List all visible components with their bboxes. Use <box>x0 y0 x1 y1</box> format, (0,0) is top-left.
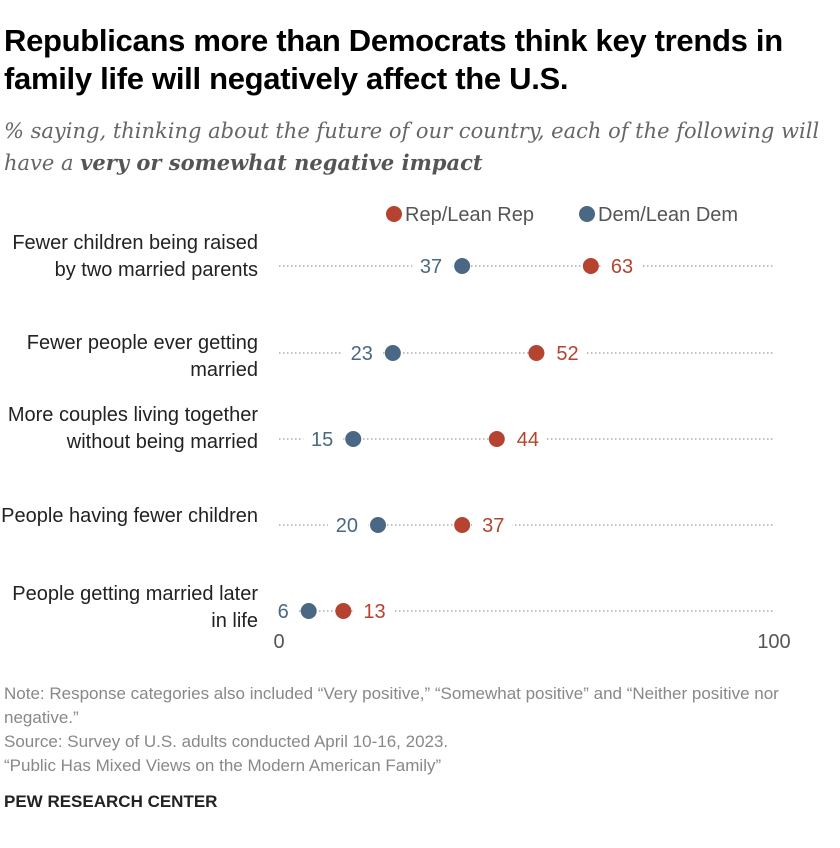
label-gap <box>472 515 513 535</box>
label-gap <box>600 256 641 276</box>
data-point <box>488 431 505 447</box>
label-gap <box>506 429 547 449</box>
data-point <box>300 603 317 619</box>
dot-plot: Rep/Lean Rep Dem/Lean Dem 37 63 23 52 15 44 20 37… <box>269 204 791 653</box>
data-point <box>345 431 362 447</box>
data-label: 13 <box>363 601 385 623</box>
legend-marker <box>386 206 402 222</box>
x-tick-label: 100 <box>757 631 790 653</box>
label-gap <box>328 515 368 535</box>
data-label: 44 <box>517 429 539 451</box>
row-label: People having fewer children <box>1 505 258 527</box>
data-label: 15 <box>311 429 333 451</box>
data-point <box>384 345 401 361</box>
data-label: 63 <box>611 256 633 278</box>
data-label: 6 <box>278 601 289 623</box>
source: Source: Survey of U.S. adults conducted … <box>4 732 449 751</box>
legend-label: Dem/Lean Dem <box>598 204 738 226</box>
data-point <box>370 517 386 533</box>
chart-title: Republicans more than Democrats think ke… <box>4 23 783 96</box>
legend-label: Rep/Lean Rep <box>405 204 534 226</box>
row-label: People getting married later in life <box>12 583 258 632</box>
label-gap <box>353 601 394 621</box>
data-label: 23 <box>351 343 373 365</box>
data-point <box>582 258 599 274</box>
data-point <box>454 258 471 274</box>
brand-logo: PEW RESEARCH CENTER <box>4 792 218 811</box>
data-point <box>528 345 545 361</box>
label-gap <box>412 256 453 276</box>
report-title: “Public Has Mixed Views on the Modern Am… <box>4 756 442 775</box>
data-point <box>454 517 471 533</box>
row-label: More couples living together without bei… <box>7 404 258 453</box>
row-label: Fewer children being raised by two marri… <box>12 232 258 281</box>
data-point <box>335 603 352 619</box>
data-label: 37 <box>482 515 504 537</box>
legend-marker <box>579 206 595 222</box>
label-gap <box>342 343 383 363</box>
data-label: 52 <box>556 343 578 365</box>
data-label: 37 <box>420 256 442 278</box>
x-tick-label: 0 <box>273 631 284 653</box>
label-gap <box>269 601 299 621</box>
subtitle-text: % saying, thinking about the future of o… <box>4 119 820 175</box>
subtitle-emphasis: very or somewhat negative impact <box>80 150 483 175</box>
chart-notes: Note: Response categories also included … <box>4 682 834 778</box>
row-label: Fewer people ever getting married <box>26 332 258 381</box>
data-label: 20 <box>336 515 358 537</box>
label-gap <box>546 343 587 363</box>
chart-subtitle: % saying, thinking about the future of o… <box>4 116 834 179</box>
label-gap <box>303 429 344 449</box>
note: Note: Response categories also included … <box>4 684 779 727</box>
